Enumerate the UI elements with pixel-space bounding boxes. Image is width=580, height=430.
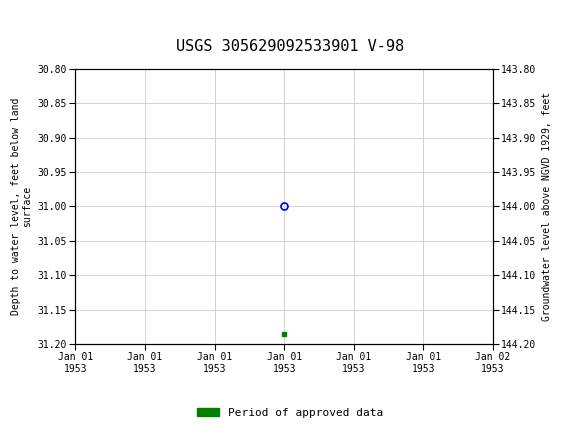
Y-axis label: Depth to water level, feet below land
surface: Depth to water level, feet below land su…: [10, 98, 32, 315]
Legend: Period of approved data: Period of approved data: [193, 403, 387, 422]
Text: █USGS: █USGS: [7, 13, 76, 32]
Y-axis label: Groundwater level above NGVD 1929, feet: Groundwater level above NGVD 1929, feet: [542, 92, 552, 321]
Text: USGS 305629092533901 V-98: USGS 305629092533901 V-98: [176, 39, 404, 54]
